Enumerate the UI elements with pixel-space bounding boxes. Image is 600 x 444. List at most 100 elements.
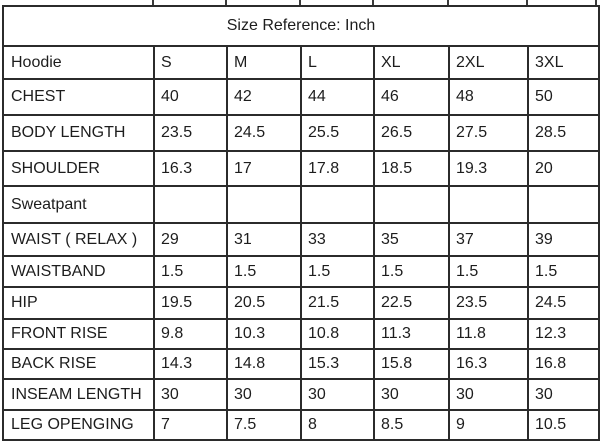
table-cell: 16.3 xyxy=(448,348,529,380)
table-row-hip: HIP 19.5 20.5 21.5 22.5 23.5 24.5 xyxy=(2,286,600,320)
size-header-3xl: 3XL xyxy=(526,45,600,80)
size-header-m: M xyxy=(226,45,302,80)
table-cell: 18.5 xyxy=(373,150,450,187)
table-cell: 20.5 xyxy=(226,286,302,320)
table-cell: 30 xyxy=(226,378,302,411)
table-cell: 42 xyxy=(226,78,302,116)
table-row-leg-opening: LEG OPENGING 7 7.5 8 8.5 9 10.5 xyxy=(2,409,600,441)
table-title: Size Reference: Inch xyxy=(1,5,600,47)
table-cell: 16.3 xyxy=(153,150,228,187)
size-header-2xl: 2XL xyxy=(448,45,529,80)
table-cell: 10.5 xyxy=(526,409,600,441)
row-label: WAIST ( RELAX ) xyxy=(2,222,155,257)
table-cell: 25.5 xyxy=(300,114,375,152)
table-cell: 10.8 xyxy=(300,318,375,350)
table-row-waist-relax: WAIST ( RELAX ) 29 31 33 35 37 39 xyxy=(2,222,600,257)
top-tick-mark xyxy=(447,0,449,6)
table-cell: 8.5 xyxy=(373,409,450,441)
row-label: FRONT RISE xyxy=(2,318,155,350)
top-tick-mark xyxy=(225,0,227,6)
table-cell: 15.3 xyxy=(300,348,375,380)
table-cell: 16.8 xyxy=(526,348,600,380)
table-row-inseam-length: INSEAM LENGTH 30 30 30 30 30 30 xyxy=(2,378,600,411)
top-tick-mark xyxy=(372,0,374,6)
row-label: INSEAM LENGTH xyxy=(2,378,155,411)
table-cell: 28.5 xyxy=(526,114,600,152)
size-reference-table: Size Reference: Inch Hoodie S M L XL 2XL… xyxy=(1,5,600,441)
table-cell: 30 xyxy=(300,378,375,411)
table-cell: 30 xyxy=(448,378,529,411)
table-cell: 1.5 xyxy=(526,255,600,288)
table-cell xyxy=(153,185,228,224)
table-cell: 30 xyxy=(373,378,450,411)
table-cell: 35 xyxy=(373,222,450,257)
table-cell: 30 xyxy=(153,378,228,411)
table-cell: 23.5 xyxy=(153,114,228,152)
table-row-back-rise: BACK RISE 14.3 14.8 15.3 15.8 16.3 16.8 xyxy=(2,348,600,380)
table-cell: 8 xyxy=(300,409,375,441)
table-cell: 17 xyxy=(226,150,302,187)
table-cell: 7 xyxy=(153,409,228,441)
table-cell: 1.5 xyxy=(153,255,228,288)
table-cell: 19.5 xyxy=(153,286,228,320)
table-row-waistband: WAISTBAND 1.5 1.5 1.5 1.5 1.5 1.5 xyxy=(2,255,600,288)
table-cell: 11.3 xyxy=(373,318,450,350)
table-cell: 10.3 xyxy=(226,318,302,350)
table-cell: 15.8 xyxy=(373,348,450,380)
table-cell: 7.5 xyxy=(226,409,302,441)
table-cell: 39 xyxy=(526,222,600,257)
table-cell xyxy=(300,185,375,224)
size-header-xl: XL xyxy=(373,45,450,80)
table-row-body-length: BODY LENGTH 23.5 24.5 25.5 26.5 27.5 28.… xyxy=(2,114,600,152)
top-tick-mark xyxy=(526,0,528,6)
row-label: WAISTBAND xyxy=(2,255,155,288)
table-row-front-rise: FRONT RISE 9.8 10.3 10.8 11.3 11.8 12.3 xyxy=(2,318,600,350)
table-cell: 50 xyxy=(526,78,600,116)
table-row-shoulder: SHOULDER 16.3 17 17.8 18.5 19.3 20 xyxy=(2,150,600,187)
table-cell: 27.5 xyxy=(448,114,529,152)
table-cell: 48 xyxy=(448,78,529,116)
row-label: LEG OPENGING xyxy=(2,409,155,441)
table-cell: 9 xyxy=(448,409,529,441)
table-cell: 1.5 xyxy=(448,255,529,288)
table-cell xyxy=(373,185,450,224)
table-cell: 26.5 xyxy=(373,114,450,152)
table-cell: 9.8 xyxy=(153,318,228,350)
table-cell: 29 xyxy=(153,222,228,257)
table-cell: 24.5 xyxy=(526,286,600,320)
section-label-sweatpant: Sweatpant xyxy=(2,185,155,224)
table-cell: 37 xyxy=(448,222,529,257)
table-cell xyxy=(526,185,600,224)
table-cell: 1.5 xyxy=(300,255,375,288)
top-tick-mark xyxy=(299,0,301,6)
table-cell: 1.5 xyxy=(373,255,450,288)
size-header-l: L xyxy=(300,45,375,80)
table-cell: 20 xyxy=(526,150,600,187)
table-cell: 24.5 xyxy=(226,114,302,152)
table-cell xyxy=(448,185,529,224)
table-cell: 30 xyxy=(526,378,600,411)
table-cell: 22.5 xyxy=(373,286,450,320)
table-cell: 19.3 xyxy=(448,150,529,187)
hoodie-header-row: Hoodie S M L XL 2XL 3XL xyxy=(2,45,600,80)
sweatpant-header-row: Sweatpant xyxy=(2,185,600,224)
table-cell: 11.8 xyxy=(448,318,529,350)
section-label-hoodie: Hoodie xyxy=(2,45,155,80)
row-label: BACK RISE xyxy=(2,348,155,380)
size-header-s: S xyxy=(153,45,228,80)
table-cell: 31 xyxy=(226,222,302,257)
table-cell: 12.3 xyxy=(526,318,600,350)
table-cell: 14.8 xyxy=(226,348,302,380)
table-cell: 40 xyxy=(153,78,228,116)
table-cell: 21.5 xyxy=(300,286,375,320)
table-row-chest: CHEST 40 42 44 46 48 50 xyxy=(2,78,600,116)
table-cell: 44 xyxy=(300,78,375,116)
table-cell: 1.5 xyxy=(226,255,302,288)
row-label: HIP xyxy=(2,286,155,320)
table-cell: 46 xyxy=(373,78,450,116)
table-cell: 23.5 xyxy=(448,286,529,320)
table-title-row: Size Reference: Inch xyxy=(1,5,600,47)
table-cell xyxy=(226,185,302,224)
row-label: SHOULDER xyxy=(2,150,155,187)
